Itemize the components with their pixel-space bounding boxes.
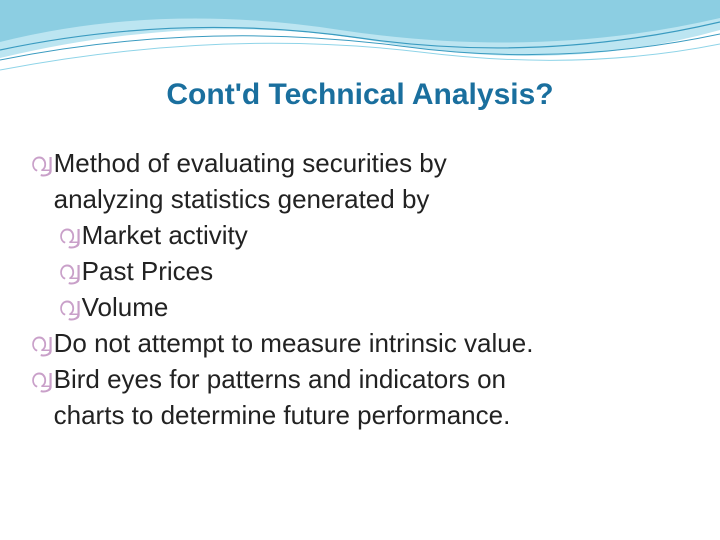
bullet-text-cont: charts to determine future performance. <box>54 397 511 433</box>
bullet-text: Method of evaluating securities by <box>54 145 447 181</box>
bullet-text: Volume <box>82 289 169 325</box>
bullet-glyph-icon: ൮ <box>58 217 80 253</box>
bullet-text-cont: analyzing statistics generated by <box>54 181 430 217</box>
bullet-continuation: ൮analyzing statistics generated by <box>30 181 690 217</box>
bullet-glyph-icon: ൮ <box>58 289 80 325</box>
bullet-item: ൮Market activity <box>58 217 690 253</box>
bullet-item: ൮Volume <box>58 289 690 325</box>
bullet-text: Past Prices <box>82 253 214 289</box>
bullet-glyph-icon: ൮ <box>30 325 52 361</box>
bullet-item: ൮Do not attempt to measure intrinsic val… <box>30 325 690 361</box>
bullet-item: ൮Past Prices <box>58 253 690 289</box>
bullet-item: ൮Method of evaluating securities by <box>30 145 690 181</box>
slide-body: ൮Method of evaluating securities by൮anal… <box>30 145 690 433</box>
bullet-item: ൮Bird eyes for patterns and indicators o… <box>30 361 690 397</box>
bullet-text: Do not attempt to measure intrinsic valu… <box>54 325 534 361</box>
bullet-text: Bird eyes for patterns and indicators on <box>54 361 506 397</box>
slide-title: Cont'd Technical Analysis? <box>0 78 720 112</box>
bullet-glyph-icon: ൮ <box>58 253 80 289</box>
bullet-text: Market activity <box>82 217 248 253</box>
bullet-glyph-icon: ൮ <box>30 145 52 181</box>
bullet-glyph-icon: ൮ <box>30 361 52 397</box>
bullet-continuation: ൮charts to determine future performance. <box>30 397 690 433</box>
